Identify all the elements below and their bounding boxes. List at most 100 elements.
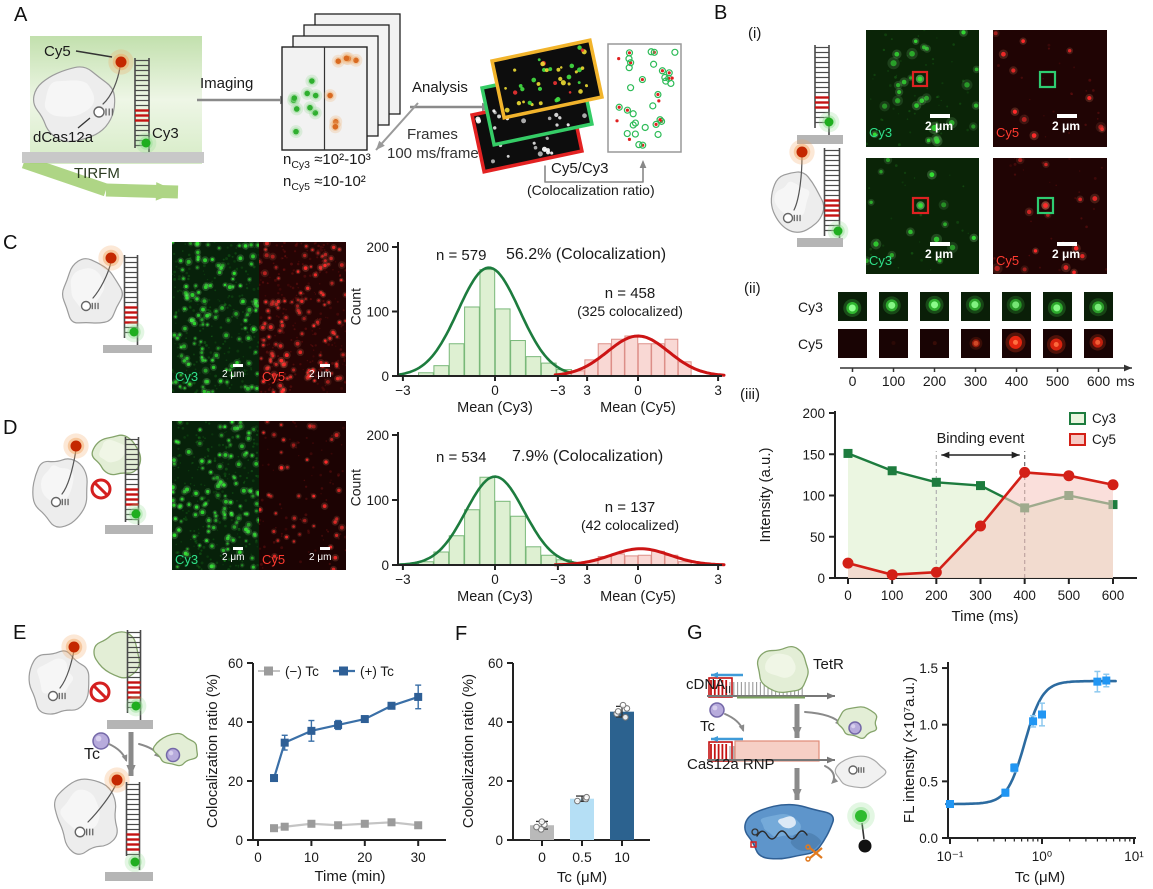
svg-text:(−) Tc: (−) Tc: [285, 664, 319, 679]
n-cy5-base: n: [283, 173, 292, 190]
svg-text:0: 0: [817, 571, 825, 586]
svg-text:400: 400: [1013, 588, 1036, 603]
svg-text:0: 0: [849, 373, 857, 389]
colocalization-pct-label: 7.9% (Colocalization): [512, 448, 664, 465]
svg-text:0: 0: [491, 383, 499, 398]
ratio-label: Cy5/Cy3: [551, 160, 609, 177]
scale-bar-label: 2 μm: [309, 369, 332, 380]
svg-text:40: 40: [488, 715, 503, 730]
scale-bar-label: 2 μm: [1052, 247, 1081, 261]
scale-bar: [320, 364, 330, 367]
panel-label-f: F: [455, 623, 468, 645]
svg-text:0: 0: [381, 558, 389, 573]
panel-g-schematic-canvas: [707, 646, 887, 862]
svg-text:600: 600: [1102, 588, 1125, 603]
tc-molecule-label: Tc: [84, 746, 100, 763]
svg-text:3: 3: [714, 383, 722, 398]
svg-text:3: 3: [583, 572, 591, 587]
svg-text:Colocalization ratio (%): Colocalization ratio (%): [204, 674, 221, 828]
imaging-step-label: Imaging: [200, 75, 254, 92]
svg-text:0: 0: [254, 850, 262, 865]
panel-d-canvas: 0 100 200 −3 0 3 Mean (Cy3) −3 0 3 Mean (Cy5): [32, 421, 726, 605]
cy3-image-label: Cy3: [869, 253, 893, 268]
panel-label-g: G: [687, 622, 703, 644]
svg-text:0.0: 0.0: [919, 831, 938, 846]
dcas12a-label: dCas12a: [33, 129, 94, 146]
tc-molecule-label: Tc: [700, 718, 715, 735]
svg-text:1.5: 1.5: [919, 661, 938, 676]
svg-text:3: 3: [714, 572, 722, 587]
n-cy3-formula: nCy3 ≈10²-10³: [283, 151, 371, 172]
tetr-label: TetR: [813, 656, 844, 673]
panel-b-images-canvas: 0 100 200 300 400 500 600 ms: [770, 30, 1135, 389]
panel-g-dose-chart: 0.0 0.5 1.0 1.5 10⁻¹ 10⁰ 10¹ Tc (μM) FL intensit…: [901, 661, 1144, 886]
n-cy3-base: n: [283, 151, 292, 168]
svg-text:30: 30: [411, 850, 426, 865]
cy3-image-label: Cy3: [869, 125, 893, 140]
svg-text:Cy5: Cy5: [1092, 432, 1116, 447]
cy5-image-label: Cy5: [262, 552, 286, 567]
svg-text:600: 600: [1087, 373, 1111, 389]
svg-text:40: 40: [228, 715, 243, 730]
frames-label: Frames: [407, 126, 458, 143]
svg-text:Mean (Cy3): Mean (Cy3): [457, 589, 533, 605]
svg-text:−3: −3: [550, 383, 565, 398]
svg-text:ms: ms: [1116, 373, 1135, 389]
svg-text:400: 400: [1005, 373, 1029, 389]
scale-bar: [930, 114, 950, 118]
svg-text:100: 100: [366, 493, 389, 508]
panel-e-canvas: 0 20 40 60 0 10 20 30 Time (min) Colocalization r…: [28, 630, 446, 885]
panel-label-d: D: [3, 417, 18, 439]
svg-text:Time (min): Time (min): [314, 868, 385, 885]
svg-text:Mean (Cy5): Mean (Cy5): [600, 589, 676, 605]
svg-text:Tc (μM): Tc (μM): [557, 869, 607, 886]
svg-text:200: 200: [366, 240, 389, 255]
scale-bar-label: 2 μm: [925, 247, 954, 261]
svg-text:10⁻¹: 10⁻¹: [937, 849, 964, 864]
panel-label-b: B: [714, 2, 728, 24]
scale-bar: [1057, 242, 1077, 246]
panel-c-canvas: 0 100 200 −3 0 3 Mean (Cy3) −3 0 3 Mean (Cy5): [61, 240, 726, 416]
svg-text:0: 0: [538, 849, 546, 865]
cy5-image-label: Cy5: [996, 253, 1020, 268]
svg-text:200: 200: [923, 373, 947, 389]
cy3-dye-label: Cy3: [152, 125, 179, 142]
svg-text:60: 60: [488, 656, 503, 671]
svg-text:20: 20: [488, 774, 503, 789]
panel-b-intensity-chart: 0 50 100 150 200 0 100 200 300 400 500 600 Time (ms)…: [757, 406, 1137, 625]
n-main-label: n = 534: [436, 449, 487, 466]
svg-text:200: 200: [925, 588, 948, 603]
n-cy5-value: ≈10-10²: [310, 173, 366, 190]
panel-f-bar-chart: 0 20 40 60 0 0.5 10 Tc (μM) Colocalization ratio…: [460, 656, 650, 886]
svg-text:100: 100: [802, 489, 825, 504]
scale-bar: [320, 547, 330, 550]
svg-text:10¹: 10¹: [1124, 849, 1144, 864]
svg-text:(+) Tc: (+) Tc: [360, 664, 394, 679]
panel-a-schematic-canvas: [21, 13, 682, 201]
cdna-sub: II: [725, 684, 732, 696]
tirfm-label: TIRFM: [74, 165, 120, 182]
scale-bar: [930, 242, 950, 246]
svg-text:60: 60: [228, 656, 243, 671]
svg-text:Tc (μM): Tc (μM): [1015, 869, 1065, 886]
panel-label-c: C: [3, 232, 18, 254]
n-red-sub-label: (42 colocalized): [580, 517, 680, 533]
svg-text:0.5: 0.5: [919, 774, 938, 789]
cas12a-rnp-label: Cas12a RNP: [687, 756, 775, 773]
svg-text:10: 10: [614, 849, 630, 865]
n-red-sub-label: (325 colocalized): [577, 303, 683, 319]
svg-text:100: 100: [881, 588, 904, 603]
svg-text:1.0: 1.0: [919, 718, 938, 733]
scale-bar: [233, 364, 243, 367]
cy3-image-label: Cy3: [175, 552, 199, 567]
svg-text:−3: −3: [395, 572, 410, 587]
scale-bar-label: 2 μm: [222, 552, 245, 563]
count-axis-label: Count: [347, 469, 364, 507]
svg-text:100: 100: [366, 305, 389, 320]
scale-bar: [1057, 114, 1077, 118]
panel-b-sub-iii: (iii): [740, 386, 760, 403]
svg-text:Mean (Cy3): Mean (Cy3): [457, 400, 533, 416]
scale-bar-label: 2 μm: [1052, 119, 1081, 133]
svg-text:300: 300: [964, 373, 988, 389]
panel-label-a: A: [14, 4, 28, 26]
